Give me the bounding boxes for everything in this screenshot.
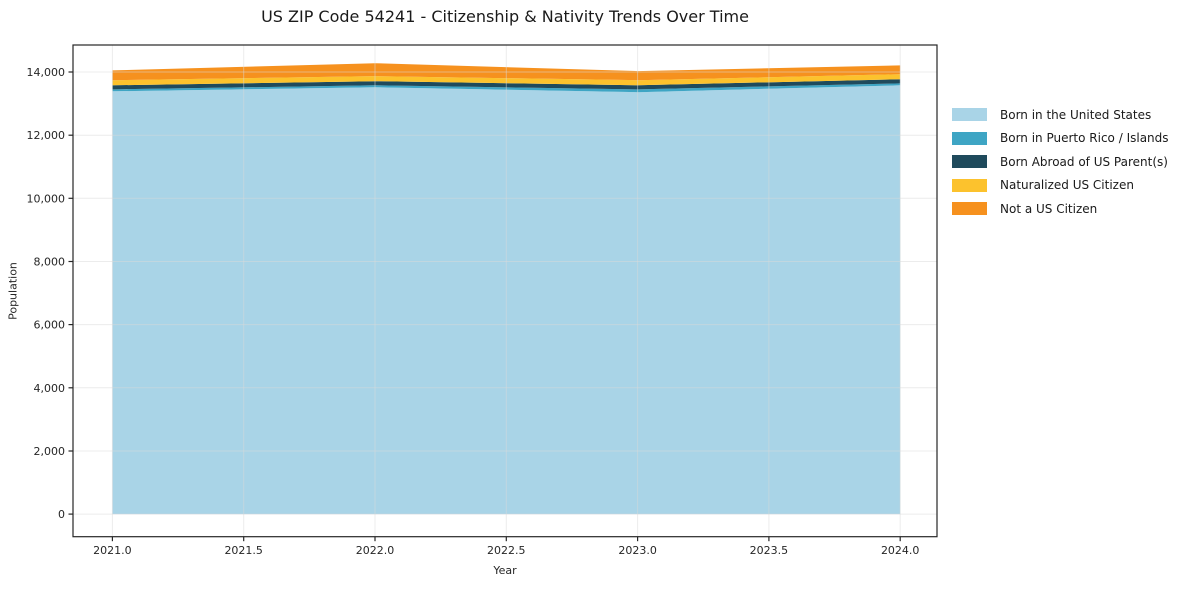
x-tick-label: 2023.0 — [618, 544, 657, 557]
y-tick-label: 2,000 — [34, 445, 66, 458]
legend-label: Naturalized US Citizen — [1000, 178, 1134, 193]
y-tick-label: 6,000 — [34, 319, 66, 332]
x-tick-label: 2022.5 — [487, 544, 526, 557]
legend-swatch-icon — [952, 202, 987, 216]
chart-title: US ZIP Code 54241 - Citizenship & Nativi… — [261, 7, 749, 26]
y-tick-label: 4,000 — [34, 382, 66, 395]
y-tick-label: 12,000 — [27, 129, 66, 142]
legend-swatch-icon — [952, 131, 987, 145]
legend-label: Born in the United States — [1000, 107, 1152, 122]
x-axis-label: Year — [493, 564, 517, 577]
legend: Born in the United States Born in Puerto … — [952, 103, 1169, 221]
y-tick-label: 0 — [58, 508, 65, 521]
legend-item-born-abroad-of-us-parent-s: Born Abroad of US Parent(s) — [952, 150, 1169, 174]
legend-item-born-in-puerto-rico-islands: Born in Puerto Rico / Islands — [952, 127, 1169, 151]
legend-label: Born in Puerto Rico / Islands — [1000, 131, 1169, 146]
y-tick-label: 8,000 — [34, 256, 66, 269]
plot-border — [72, 44, 938, 538]
legend-item-not-a-us-citizen: Not a US Citizen — [952, 197, 1169, 221]
legend-label: Not a US Citizen — [1000, 201, 1098, 216]
legend-item-naturalized-us-citizen: Naturalized US Citizen — [952, 174, 1169, 198]
legend-swatch-icon — [952, 178, 987, 192]
y-tick-label: 10,000 — [27, 192, 66, 205]
x-tick-label: 2021.5 — [224, 544, 263, 557]
x-tick-label: 2022.0 — [356, 544, 395, 557]
legend-swatch-icon — [952, 108, 987, 122]
x-tick-label: 2024.0 — [881, 544, 920, 557]
y-tick-label: 14,000 — [27, 66, 66, 79]
y-axis-label: Population — [6, 262, 20, 320]
legend-item-born-in-the-united-states: Born in the United States — [952, 103, 1169, 127]
x-tick-label: 2021.0 — [93, 544, 132, 557]
legend-swatch-icon — [952, 155, 987, 169]
x-tick-label: 2023.5 — [750, 544, 789, 557]
legend-label: Born Abroad of US Parent(s) — [1000, 154, 1168, 169]
